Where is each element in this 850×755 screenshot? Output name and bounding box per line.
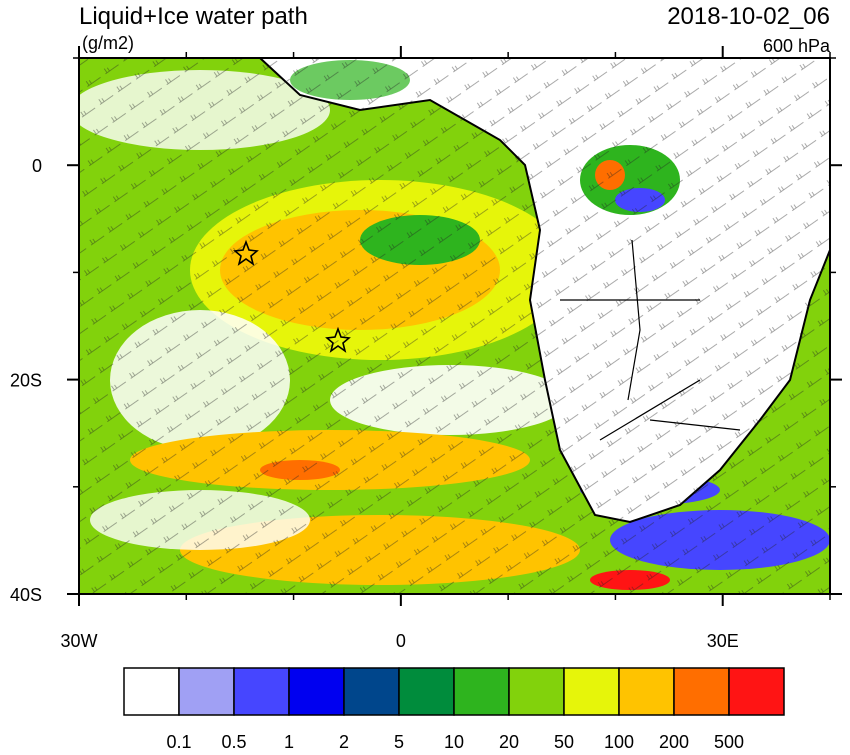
date: 2018-10-02_06	[667, 3, 830, 30]
colorbar-box	[288, 667, 345, 716]
colorbar-box	[123, 667, 180, 716]
colorbar-label: 50	[554, 732, 574, 750]
colorbar-label: 500	[714, 732, 744, 750]
y-tick-label: 0	[32, 156, 42, 176]
x-tick-label: 30E	[707, 631, 739, 651]
colorbar-label: 100	[604, 732, 634, 750]
colorbar-box	[508, 667, 565, 716]
level: 600 hPa	[763, 36, 831, 56]
colorbar-box	[563, 667, 620, 716]
colorbar-box	[178, 667, 235, 716]
colorbar-box	[728, 667, 785, 716]
colorbar-box	[398, 667, 455, 716]
x-tick-label: 0	[396, 631, 406, 651]
colorbar-box	[233, 667, 290, 716]
colorbar-label: 200	[659, 732, 689, 750]
colorbar-box	[453, 667, 510, 716]
colorbar-box	[618, 667, 675, 716]
star-marker	[233, 239, 259, 266]
colorbar-box	[343, 667, 400, 716]
colorbar-label: 5	[394, 732, 404, 750]
colorbar-label: 1	[284, 732, 294, 750]
x-tick-label: 30W	[60, 631, 97, 651]
colorbar-box	[673, 667, 730, 716]
colorbar-label: 0.1	[166, 732, 191, 750]
borders	[560, 239, 741, 441]
field	[79, 58, 830, 594]
colorbar-label: 0.5	[221, 732, 246, 750]
units: (g/m2)	[82, 33, 134, 53]
colorbar-label: 20	[499, 732, 519, 750]
y-tick-label: 20S	[10, 371, 42, 391]
map-frame	[78, 57, 831, 595]
colorbar-label: 2	[339, 732, 349, 750]
y-tick-label: 40S	[10, 585, 42, 605]
title: Liquid+Ice water path	[79, 3, 308, 30]
wind-barbs	[79, 58, 830, 594]
colorbar-label: 10	[444, 732, 464, 750]
star-marker	[325, 326, 351, 353]
